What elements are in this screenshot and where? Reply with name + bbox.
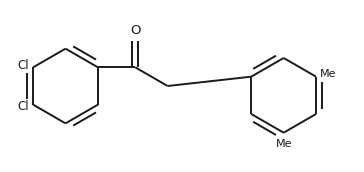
Text: Me: Me — [276, 139, 292, 149]
Text: O: O — [130, 24, 141, 37]
Text: Cl: Cl — [18, 100, 29, 113]
Text: Me: Me — [320, 69, 336, 79]
Text: Cl: Cl — [18, 59, 29, 72]
